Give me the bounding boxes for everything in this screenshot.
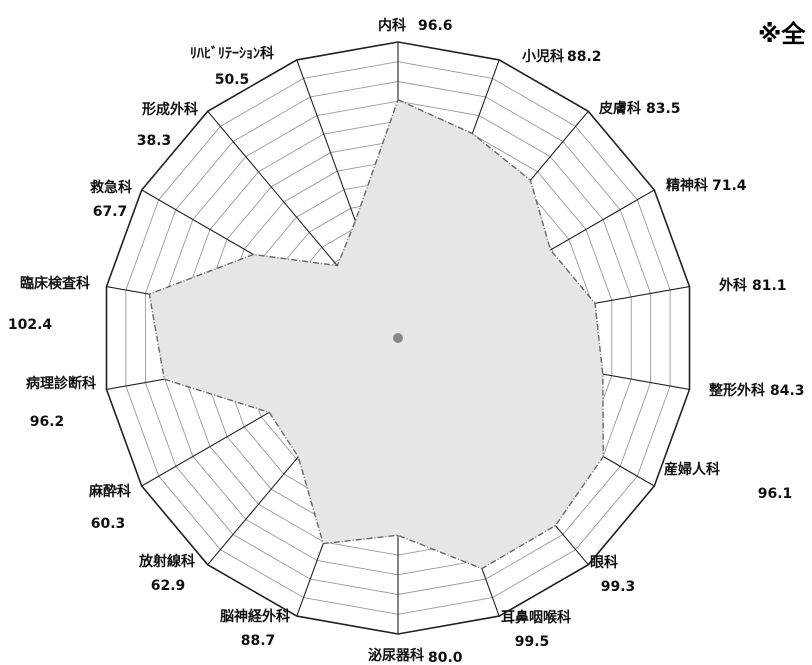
category-label: 救急科 bbox=[90, 179, 132, 196]
value-label: 88.7 bbox=[241, 633, 276, 649]
value-label: 88.2 bbox=[567, 49, 602, 65]
note-text: ※全 bbox=[758, 20, 806, 48]
category-label: 整形外科 bbox=[708, 382, 765, 399]
value-label: 80.0 bbox=[428, 650, 463, 665]
series-area bbox=[148, 98, 605, 570]
value-label: 96.2 bbox=[30, 414, 65, 430]
category-label: 放射線科 bbox=[138, 553, 195, 570]
category-label: 病理診断科 bbox=[26, 375, 96, 392]
value-label: 96.1 bbox=[758, 486, 793, 502]
category-label: 泌尿器科 bbox=[368, 647, 424, 664]
category-label: 臨床検査科 bbox=[20, 275, 90, 292]
category-label: 脳神経外科 bbox=[220, 608, 290, 625]
category-label: 内科 bbox=[378, 17, 406, 34]
radar-labels: 内科 96.6 小児科 88.2 皮膚科 83.5 精神科 71.4 外科 81.1 整形外科 84.… bbox=[8, 17, 805, 665]
category-label: 麻酔科 bbox=[88, 483, 131, 500]
value-label: 96.6 bbox=[418, 18, 453, 34]
value-label: 102.4 bbox=[8, 317, 53, 333]
category-label: 形成外科 bbox=[142, 101, 198, 118]
value-label: 83.5 bbox=[646, 101, 681, 117]
value-label: 62.9 bbox=[151, 578, 186, 594]
category-label: 耳鼻咽喉科 bbox=[501, 609, 571, 626]
value-label: 50.5 bbox=[215, 72, 250, 88]
value-label: 67.7 bbox=[93, 204, 128, 220]
category-label: ﾘﾊﾋﾞﾘﾃｰｼｮﾝ科 bbox=[190, 45, 274, 62]
category-label: 小児科 bbox=[522, 48, 564, 65]
category-label: 皮膚科 bbox=[598, 100, 641, 117]
value-label: 60.3 bbox=[91, 516, 126, 532]
value-label: 84.3 bbox=[770, 383, 805, 399]
value-label: 99.5 bbox=[515, 634, 550, 650]
center-point bbox=[393, 333, 403, 343]
category-label: 精神科 bbox=[666, 177, 708, 194]
value-label: 81.1 bbox=[752, 278, 787, 294]
category-label: 産婦人科 bbox=[664, 461, 720, 478]
category-label: 眼科 bbox=[590, 554, 618, 571]
category-label: 外科 bbox=[719, 277, 747, 294]
radar-series bbox=[148, 98, 605, 570]
value-label: 71.4 bbox=[712, 178, 747, 194]
value-label: 38.3 bbox=[137, 133, 172, 149]
value-label: 99.3 bbox=[601, 579, 636, 595]
